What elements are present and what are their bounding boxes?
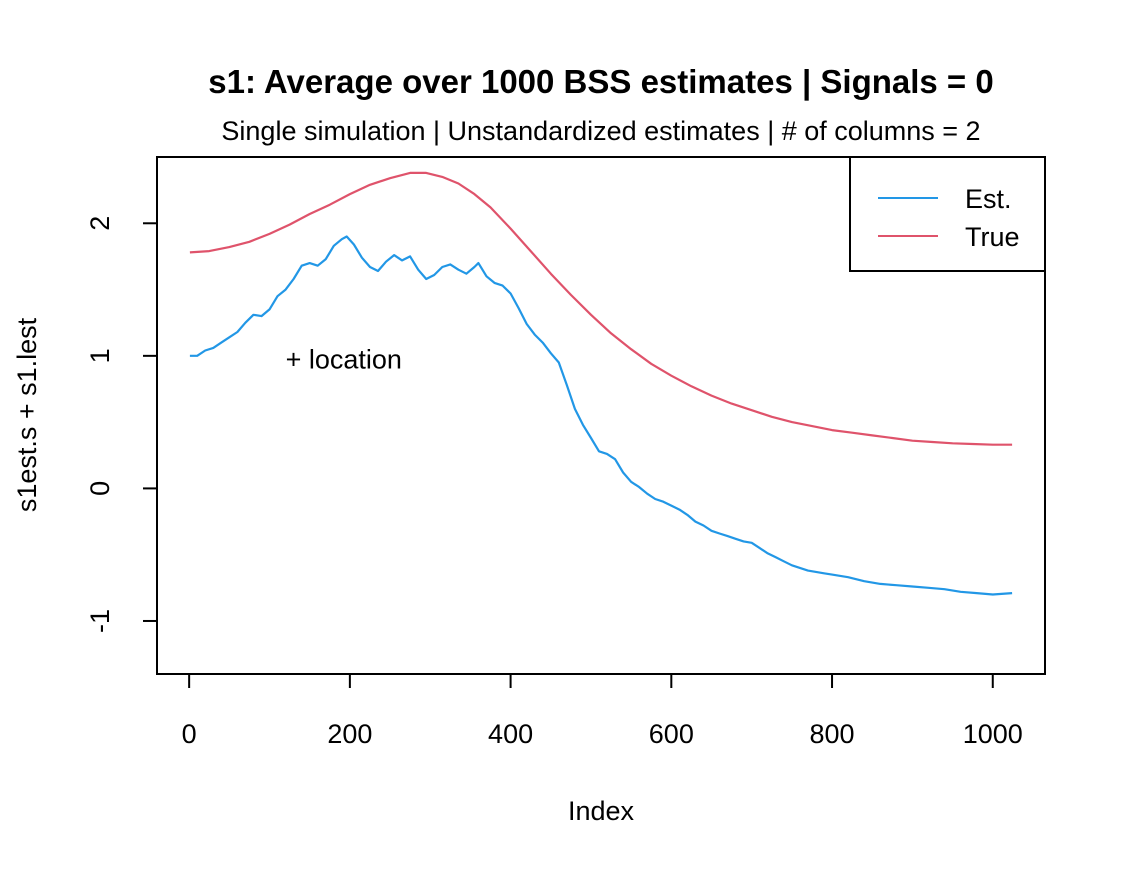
legend-label-est: Est. [965,184,1012,214]
x-axis: 0 200 400 600 800 1000 [182,673,1023,749]
y-tick-label: 1 [85,348,115,363]
series-line-est [189,235,1013,596]
x-tick-label: 1000 [963,719,1023,749]
legend: Est. True [849,156,1046,272]
x-tick-label: 400 [488,719,533,749]
y-tick-label: -1 [85,609,115,633]
x-axis-label: Index [568,796,635,826]
x-tick-label: 800 [810,719,855,749]
y-axis-label: s1est.s + s1.lest [12,317,42,512]
x-tick-label: 600 [649,719,694,749]
annotation-location: + location [286,344,402,374]
chart-title: s1: Average over 1000 BSS estimates | Si… [208,63,993,100]
chart-subtitle: Single simulation | Unstandardized estim… [221,116,980,146]
series-line-true [189,171,1013,446]
y-axis: -1 0 1 2 [85,216,158,633]
series-layer [189,171,1013,596]
x-tick-label: 200 [327,719,372,749]
legend-box [849,156,1046,272]
y-tick-label: 0 [85,481,115,496]
x-tick-label: 0 [182,719,197,749]
legend-label-true: True [965,222,1020,252]
y-tick-label: 2 [85,216,115,231]
